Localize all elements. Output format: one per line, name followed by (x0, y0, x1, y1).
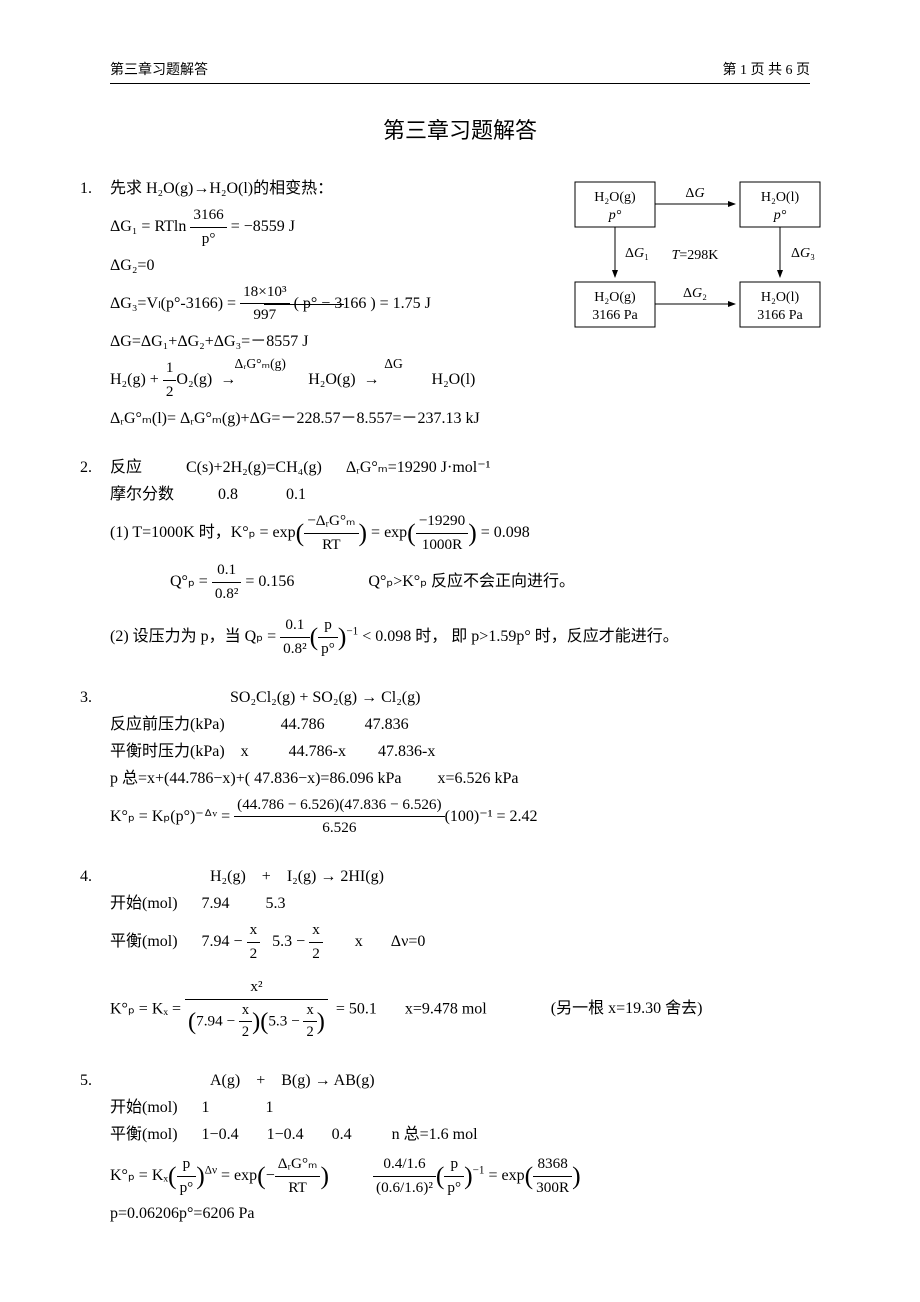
svg-text:H₂O(g): H₂O(g) (594, 290, 636, 305)
p3-line3: p 总=x+(44.786−x)+( 47.836−x)=86.096 kPa … (110, 767, 810, 791)
p1-line6: ΔᵣG°ₘ(l)= ΔᵣG°ₘ(g)+ΔG=－228.57－8.557=－237… (110, 407, 810, 431)
svg-text:p°: p° (608, 208, 622, 223)
page-header: 第三章习题解答 第 1 页 共 6 页 (110, 60, 810, 84)
page-title: 第三章习题解答 (110, 114, 810, 147)
svg-text:ΔG₁: ΔG₁ (625, 246, 649, 261)
problem-2: 2. 反应 C(s)+2H₂(g)=CH₄(g) ΔᵣG°ₘ=19290 J·m… (110, 456, 810, 661)
p3-line4: K°ₚ = Kₚ(p°)⁻ᐞᵛ = (44.786 − 6.526)(47.83… (110, 794, 810, 841)
problem-number: 4. (80, 865, 92, 889)
p2-line0: 反应 C(s)+2H₂(g)=CH₄(g) ΔᵣG°ₘ=19290 J·mol⁻… (110, 456, 810, 480)
svg-text:3166 Pa: 3166 Pa (592, 308, 638, 323)
header-left: 第三章习题解答 (110, 60, 208, 81)
p2-line3: Q°ₚ = 0.10.8² = 0.156 Q°ₚ>K°ₚ 反应不会正向进行。 (170, 559, 810, 606)
svg-text:T=298K: T=298K (672, 248, 719, 263)
p5-line4: p=0.06206p°=6206 Pa (110, 1202, 810, 1226)
problem-number: 3. (80, 686, 92, 710)
problem-number: 2. (80, 456, 92, 480)
problem-5: 5. A(g) + B(g) → AB(g) 开始(mol) 1 1 平衡(mo… (110, 1069, 810, 1227)
svg-text:H₂O(g): H₂O(g) (594, 190, 636, 205)
header-right: 第 1 页 共 6 页 (723, 60, 811, 81)
p5-line0: A(g) + B(g) → AB(g) (210, 1069, 810, 1093)
thermodynamic-cycle-diagram: H₂O(g) p° H₂O(l) p° H₂O(g) 3166 Pa H₂O(l… (570, 177, 830, 345)
p4-line2: 平衡(mol) 7.94 − x2 5.3 − x2 x Δν=0 (110, 919, 810, 966)
p5-line3: K°ₚ = Kₓ(pp°)Δν = exp(−ΔᵣG°ₘRT) 0.4/1.6(… (110, 1153, 810, 1200)
svg-text:p°: p° (773, 208, 787, 223)
p2-line4: (2) 设压力为 p，当 Qₚ = 0.10.8²(pp°)−1 < 0.098… (110, 614, 810, 661)
problem-4: 4. H₂(g) + I₂(g) → 2HI(g) 开始(mol) 7.94 5… (110, 865, 810, 1044)
p2-line2: (1) T=1000K 时，K°ₚ = exp(−ΔᵣG°ₘRT) = exp(… (110, 510, 810, 557)
problem-3: 3. SO₂Cl₂(g) + SO₂(g) → Cl₂(g) 反应前压力(kPa… (110, 686, 810, 841)
p2-line1: 摩尔分数 0.8 0.1 (110, 483, 810, 507)
p4-line0: H₂(g) + I₂(g) → 2HI(g) (210, 865, 810, 889)
p4-line1: 开始(mol) 7.94 5.3 (110, 892, 810, 916)
p3-line2: 平衡时压力(kPa) x 44.786-x 47.836-x (110, 740, 810, 764)
svg-text:H₂O(l): H₂O(l) (761, 190, 800, 205)
svg-text:3166 Pa: 3166 Pa (757, 308, 803, 323)
problem-1: 1. 先求 H₂O(g)→H₂O(l)的相变热： ΔG₁ = RTln 3166… (110, 177, 810, 431)
problem-number: 1. (80, 177, 92, 201)
p3-line1: 反应前压力(kPa) 44.786 47.836 (110, 713, 810, 737)
p1-line5: H₂(g) + 12O₂(g) ΔᵣG°ₘ(g)→ H₂O(g) ΔG→ H₂O… (110, 357, 810, 404)
p5-line1: 开始(mol) 1 1 (110, 1096, 810, 1120)
p4-line3: K°ₚ = Kₓ = x² (7.94 − x2)(5.3 − x2) = 50… (110, 976, 810, 1044)
svg-text:ΔG₃: ΔG₃ (791, 246, 815, 261)
svg-text:ΔG: ΔG (685, 186, 704, 201)
svg-text:H₂O(l): H₂O(l) (761, 290, 800, 305)
problem-number: 5. (80, 1069, 92, 1093)
svg-text:ΔG₂: ΔG₂ (683, 286, 707, 301)
p5-line2: 平衡(mol) 1−0.4 1−0.4 0.4 n 总=1.6 mol (110, 1123, 810, 1147)
p3-line0: SO₂Cl₂(g) + SO₂(g) → Cl₂(g) (230, 686, 810, 710)
